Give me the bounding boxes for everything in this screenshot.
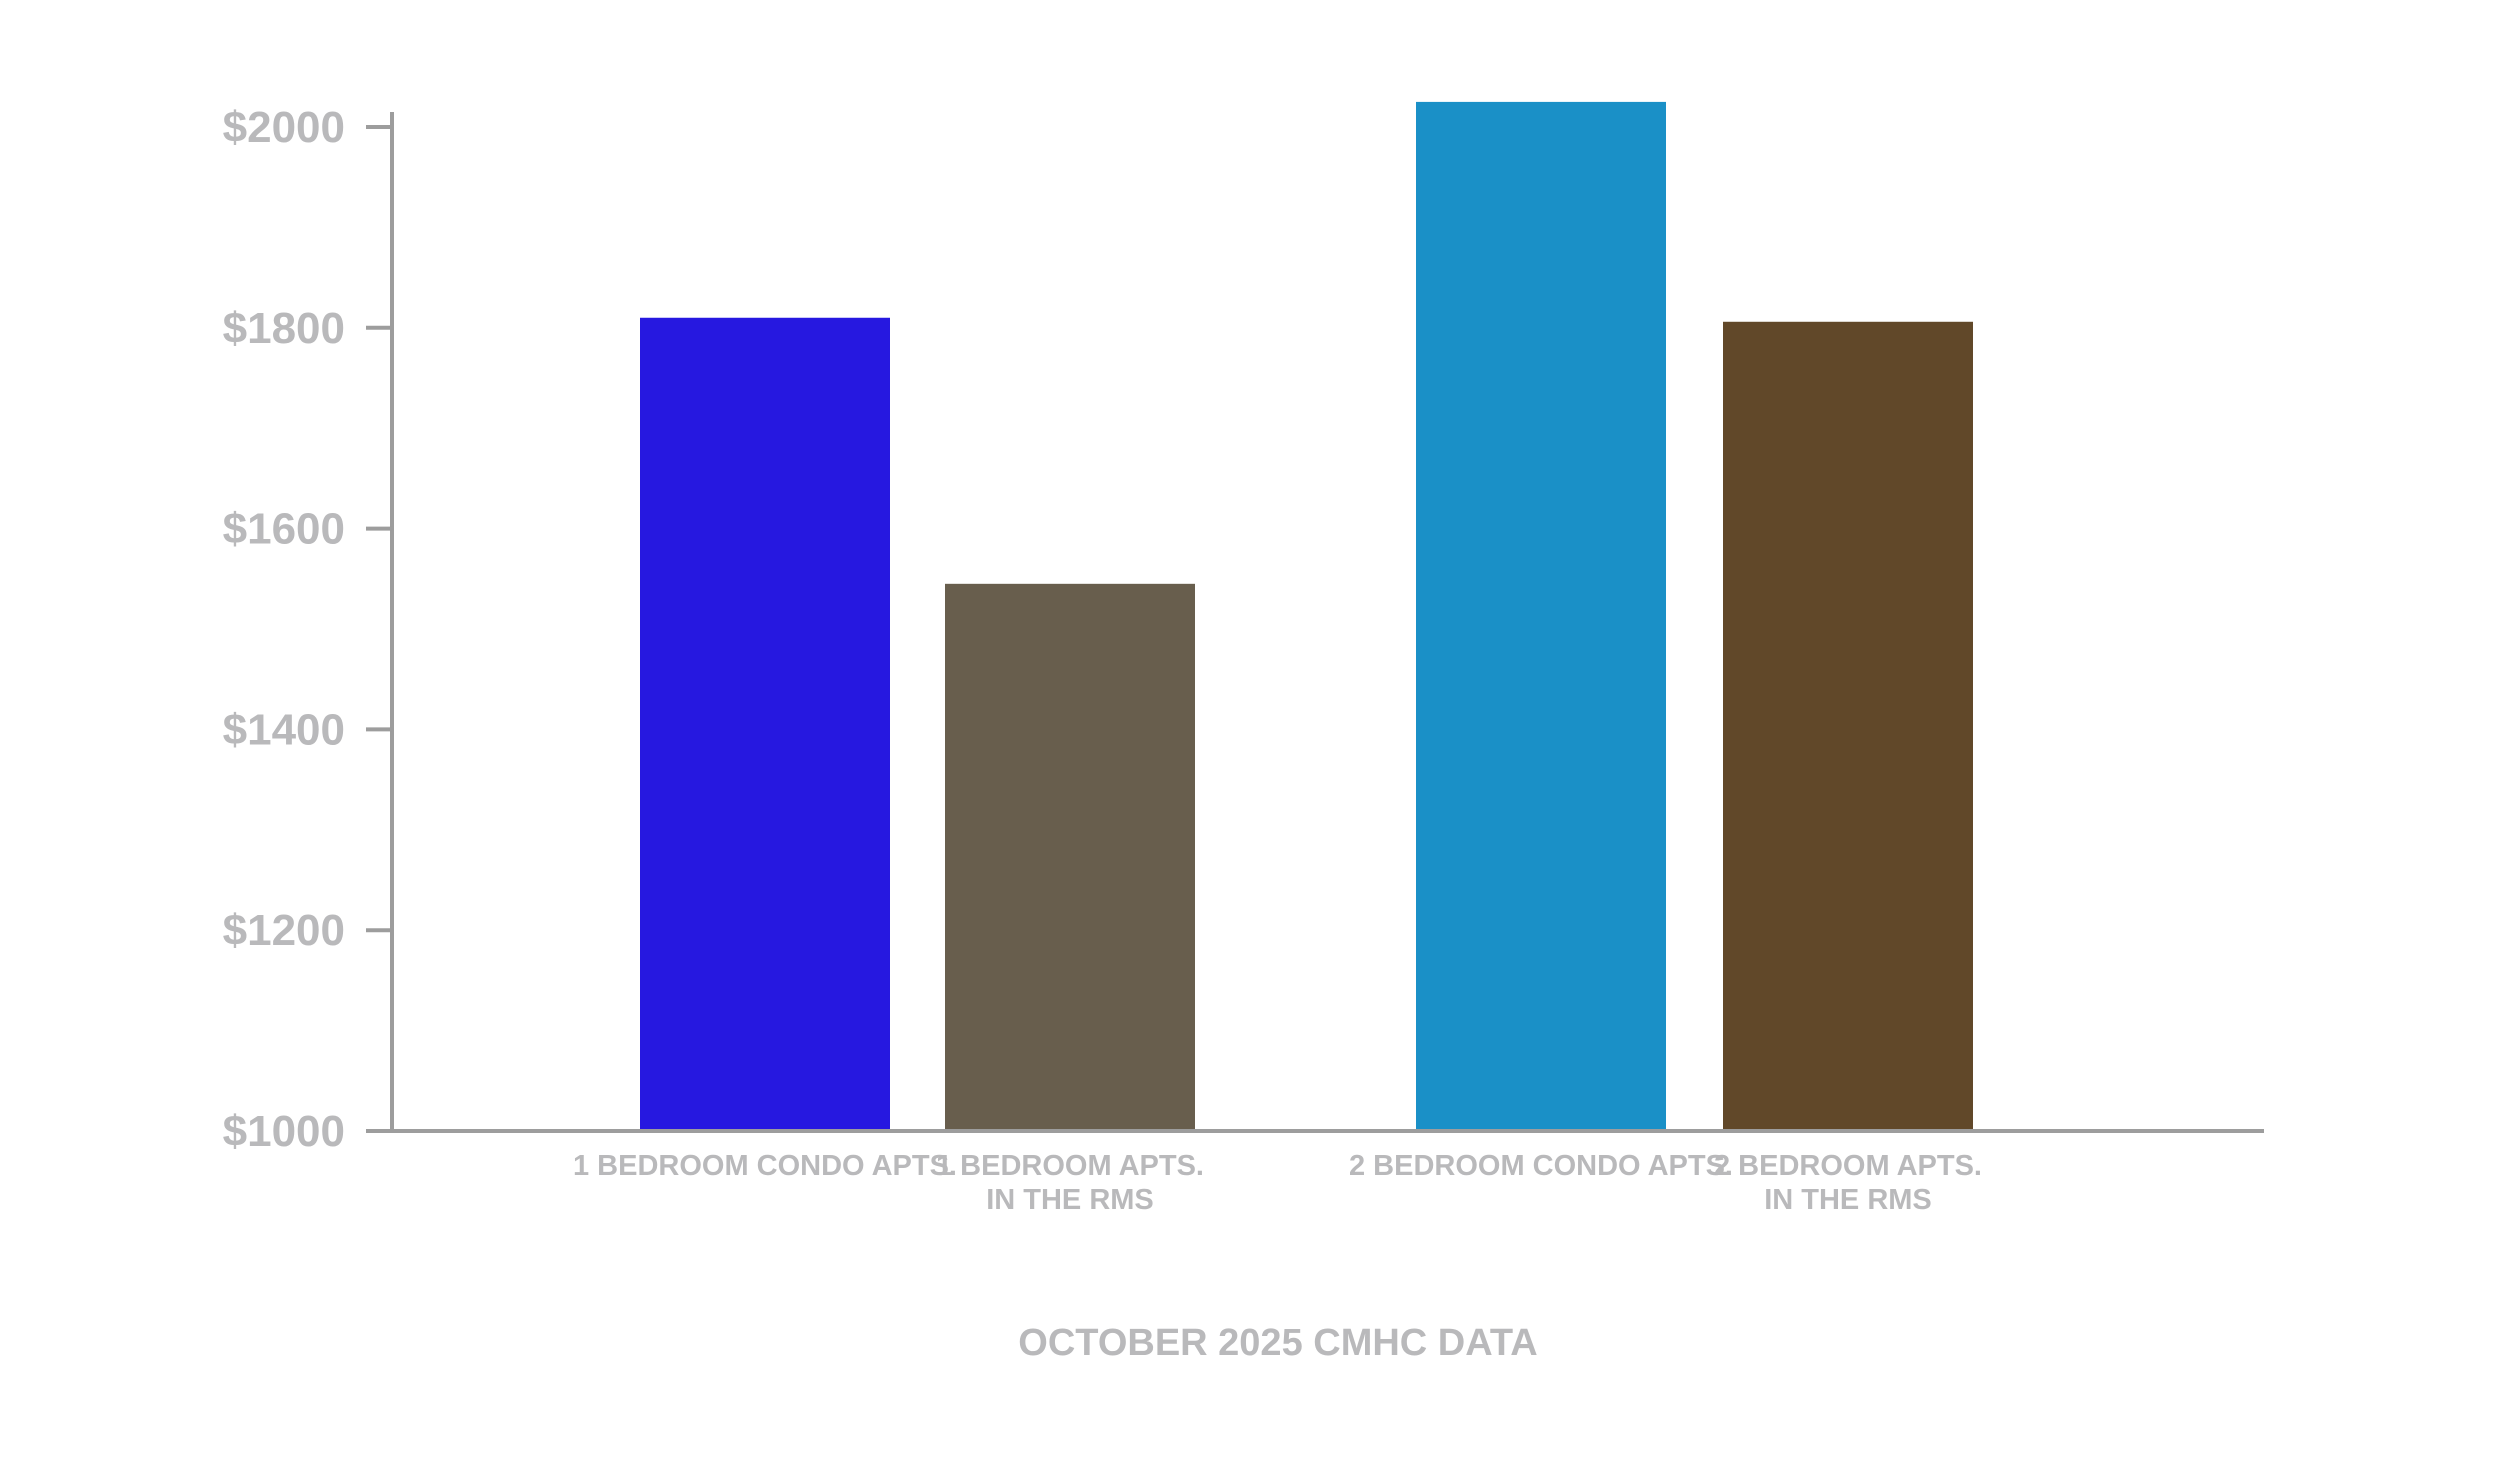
bar — [1723, 321, 1973, 1131]
x-category-label: IN THE RMS — [1764, 1184, 1932, 1216]
x-category-label: 1 BEDROOM CONDO APTS. — [573, 1150, 957, 1182]
x-category-label: 2 BEDROOM CONDO APTS. — [1349, 1150, 1733, 1182]
x-category-label: IN THE RMS — [986, 1184, 1154, 1216]
bars-group — [640, 101, 1973, 1131]
x-labels-group: 1 BEDROOM CONDO APTS.1 BEDROOM APTS.IN T… — [573, 1150, 1982, 1216]
y-tick-label: $1000 — [223, 1107, 345, 1156]
y-tick-label: $1800 — [223, 304, 345, 353]
axes-group — [366, 112, 2264, 1133]
y-tick-label: $1400 — [223, 705, 345, 754]
x-category-label: 2 BEDROOM APTS. — [1714, 1150, 1982, 1182]
bar — [640, 317, 890, 1131]
bar — [945, 583, 1195, 1131]
y-tick-label: $1200 — [223, 906, 345, 955]
bar — [1416, 101, 1666, 1131]
x-category-label: 1 BEDROOM APTS. — [936, 1150, 1204, 1182]
chart-caption: OCTOBER 2025 CMHC DATA — [1018, 1322, 1537, 1364]
y-tick-label: $1600 — [223, 505, 345, 554]
y-tick-label: $2000 — [223, 103, 345, 152]
y-ticks-group: $1000 $1200 $1400 $1600 $1800 $2000 — [223, 103, 392, 1156]
